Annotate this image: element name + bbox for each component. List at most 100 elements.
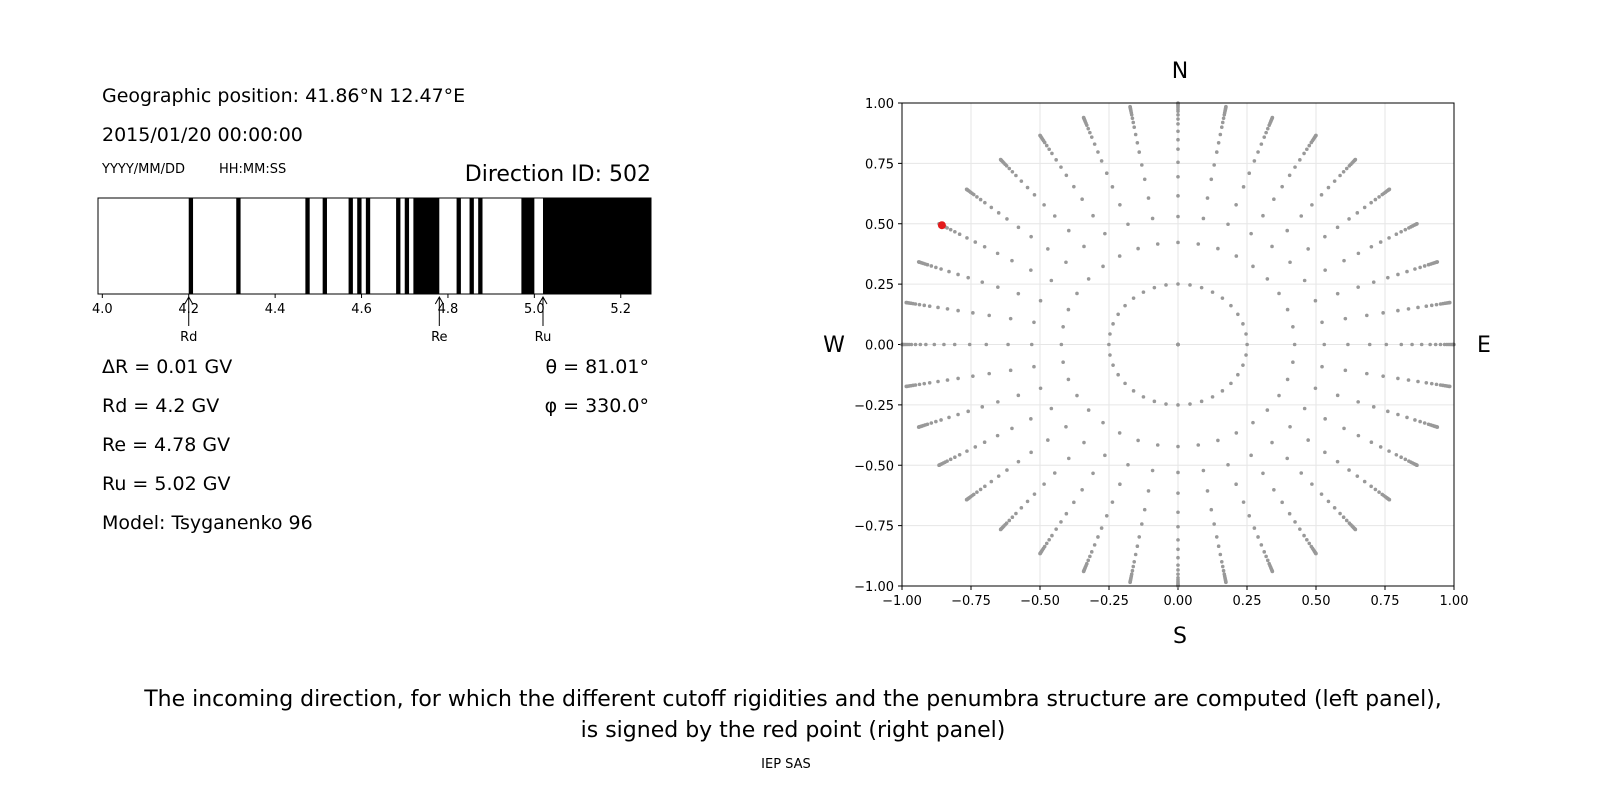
position: Geographic position: 41.86°N 12.47°E — [102, 85, 465, 107]
direction-point — [1413, 418, 1417, 422]
forbidden-band — [348, 198, 353, 294]
direction-point — [1176, 122, 1180, 126]
direction-point — [932, 342, 937, 347]
direction-point — [1332, 179, 1337, 183]
direction-point — [1196, 443, 1201, 447]
direction-point — [1146, 489, 1151, 493]
direction-point — [1415, 463, 1419, 468]
direction-point — [1029, 450, 1033, 455]
direction-point — [1241, 322, 1245, 326]
direction-point — [1052, 214, 1057, 218]
direction-point — [1141, 395, 1146, 399]
direction-point — [1046, 438, 1050, 442]
direction-point — [1176, 563, 1180, 567]
selected-direction — [937, 221, 946, 230]
direction-point — [1042, 482, 1046, 486]
direction-point — [1251, 264, 1255, 269]
direction-point — [1176, 403, 1180, 407]
direction-point — [1025, 185, 1030, 190]
direction-point — [939, 418, 943, 422]
direction-point — [1249, 453, 1253, 458]
direction-point — [1064, 424, 1068, 429]
direction-point — [1435, 260, 1440, 264]
direction-point — [1176, 147, 1180, 151]
forbidden-band — [413, 198, 440, 294]
direction-point — [1236, 312, 1240, 317]
direction-point — [1137, 150, 1142, 154]
direction-point — [1313, 386, 1318, 391]
direction-point — [948, 227, 953, 232]
direction-point — [1107, 342, 1111, 347]
direction-point — [1064, 511, 1069, 516]
direction-point — [1059, 165, 1063, 169]
direction-point — [1323, 234, 1327, 239]
direction-point — [1155, 443, 1160, 447]
direction-point — [1285, 307, 1290, 312]
forbidden-band — [542, 198, 651, 294]
direction-point — [1176, 174, 1180, 179]
direction-point — [957, 453, 962, 457]
direction-point — [948, 457, 953, 462]
direction-point — [1214, 535, 1219, 539]
direction-point — [1410, 342, 1414, 347]
direction-point — [982, 245, 987, 249]
direction-point — [1176, 572, 1180, 576]
forbidden-band — [469, 198, 474, 294]
direction-point — [1116, 312, 1120, 317]
direction-point — [1196, 242, 1201, 246]
direction-point — [917, 302, 922, 307]
direction-point — [1089, 135, 1094, 139]
direction-point — [1176, 129, 1180, 134]
direction-point — [1176, 282, 1180, 286]
direction-point — [1081, 115, 1086, 120]
direction-point — [1146, 196, 1151, 200]
direction-point — [1047, 147, 1051, 152]
direction-point — [1176, 214, 1180, 219]
direction-point — [1104, 513, 1109, 518]
direction-point — [1128, 104, 1132, 109]
direction-point — [1335, 291, 1340, 296]
direction-point — [1091, 213, 1095, 218]
forbidden-band — [456, 198, 461, 294]
direction-point — [1369, 484, 1373, 489]
compass-north: N — [1172, 59, 1188, 84]
direction-point — [1118, 202, 1122, 207]
direction-point — [1111, 363, 1115, 367]
direction-point — [1406, 307, 1411, 311]
direction-point — [1086, 277, 1091, 281]
forbidden-band — [478, 198, 483, 294]
direction-point — [1176, 547, 1180, 552]
direction-point — [1342, 426, 1346, 431]
direction-point — [1320, 364, 1324, 369]
x-tick-label: 1.00 — [1440, 594, 1469, 609]
direction-point — [1234, 431, 1239, 435]
direction-point — [924, 342, 928, 347]
direction-point — [1118, 482, 1122, 487]
direction-point — [1371, 280, 1376, 284]
direction-point — [1262, 550, 1267, 554]
forbidden-band — [365, 198, 371, 294]
direction-point — [1205, 489, 1210, 493]
direction-point — [973, 240, 978, 244]
direction-point — [1356, 433, 1361, 438]
direction-point — [1323, 268, 1327, 272]
direction-point — [1152, 285, 1157, 290]
direction-point — [987, 313, 991, 318]
direction-point — [1176, 568, 1180, 572]
direction-point — [1394, 453, 1399, 457]
compass-east: E — [1477, 333, 1491, 358]
direction-point — [1212, 163, 1216, 167]
direction-point — [1066, 456, 1071, 461]
direction-point — [1369, 245, 1374, 249]
direction-point — [1066, 377, 1071, 382]
direction-point — [965, 236, 969, 240]
marker-label: Rd — [180, 330, 197, 345]
direction-point — [1209, 507, 1214, 512]
direction-point — [1405, 415, 1409, 420]
direction-point — [1313, 298, 1318, 303]
direction-point — [973, 445, 978, 449]
direction-point — [1285, 228, 1290, 233]
direction-point — [1176, 137, 1180, 142]
direction-point — [904, 384, 909, 389]
direction-point — [1259, 142, 1264, 146]
